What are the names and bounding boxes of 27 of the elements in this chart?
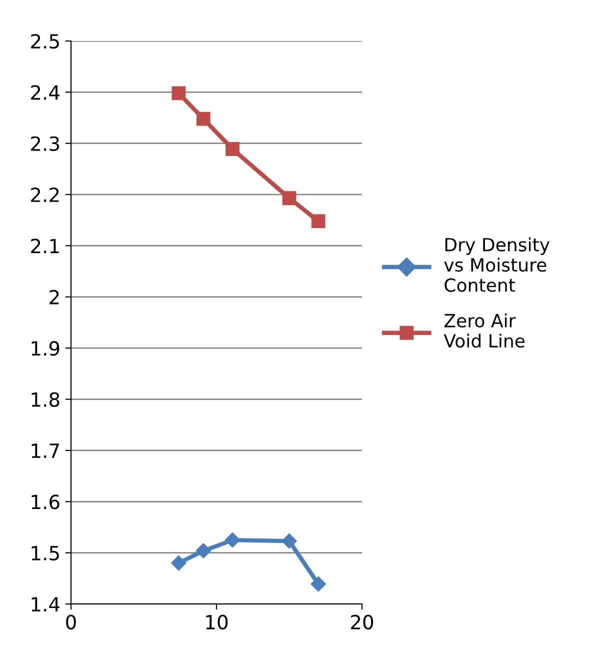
y-tick-label: 1.9 xyxy=(32,341,60,356)
point xyxy=(224,532,240,548)
y-tick-label: 2 xyxy=(50,290,59,304)
y-tick-label: 1.5 xyxy=(32,546,59,560)
legend-label: Dry Density vs Moisture Content xyxy=(444,238,550,292)
x-tick-label: 0 xyxy=(66,614,76,630)
legend-label: Zero Air Void Line xyxy=(444,313,525,348)
point xyxy=(226,142,240,156)
point xyxy=(282,533,297,549)
point xyxy=(196,543,211,558)
y-tick-label: 1.6 xyxy=(32,494,60,510)
point xyxy=(196,112,210,126)
point xyxy=(310,576,326,592)
y-tick-label: 2.5 xyxy=(31,34,59,49)
y-tick-label: 1.7 xyxy=(32,444,59,458)
y-tick-label: 1.8 xyxy=(32,392,60,407)
y-tick-label: 2.3 xyxy=(31,136,60,152)
point xyxy=(172,86,186,100)
point xyxy=(282,191,296,206)
y-tick-label: 2.2 xyxy=(31,188,59,202)
point xyxy=(311,214,326,228)
y-tick-label: 2.4 xyxy=(31,85,60,100)
x-tick-label: 10 xyxy=(206,614,228,630)
y-tick-label: 2.1 xyxy=(31,238,59,254)
y-tick-label: 1.4 xyxy=(32,597,60,612)
x-tick-label: 20 xyxy=(351,614,374,630)
point xyxy=(171,555,186,571)
